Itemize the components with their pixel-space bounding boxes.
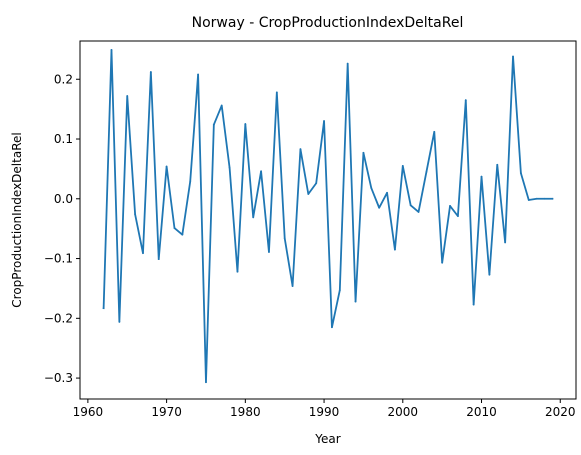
data-point: [378, 206, 381, 209]
data-point: [409, 204, 412, 207]
data-point: [244, 123, 247, 125]
data-point: [346, 62, 349, 65]
data-point: [110, 49, 113, 51]
y-axis-label: CropProductionIndexDeltaRel: [10, 132, 24, 307]
data-point: [205, 381, 207, 384]
y-tick-label: 0.2: [54, 72, 73, 86]
data-point: [220, 104, 223, 107]
data-point: [118, 321, 121, 323]
data-point: [394, 248, 396, 251]
y-axis: 0.2 0.1 0.0 −0.1 −0.2 −0.3: [44, 72, 80, 385]
data-point: [315, 182, 318, 185]
data-point: [102, 307, 105, 310]
y-tick-label: −0.2: [44, 311, 73, 325]
data-point: [283, 237, 286, 240]
data-point: [417, 211, 420, 213]
data-point: [338, 289, 341, 292]
data-point: [275, 91, 278, 94]
data-point: [543, 197, 546, 200]
data-point: [291, 285, 294, 287]
data-point: [464, 99, 467, 102]
chart-title: Norway - CropProductionIndexDeltaRel: [192, 15, 464, 31]
x-tick-label: 1960: [73, 405, 104, 419]
data-point: [173, 227, 176, 229]
data-point: [212, 123, 215, 126]
data-point: [527, 199, 530, 201]
data-point: [197, 73, 199, 76]
data-point: [472, 303, 475, 306]
data-point: [457, 215, 459, 218]
y-tick-label: 0.1: [54, 132, 73, 146]
x-tick-label: 1970: [151, 405, 182, 419]
data-point: [157, 258, 160, 261]
data-point: [425, 170, 428, 173]
x-tick-label: 1990: [309, 405, 340, 419]
data-point: [519, 172, 522, 174]
data-point: [370, 187, 373, 189]
data-point: [228, 166, 231, 169]
y-tick-label: 0.0: [54, 192, 73, 206]
data-point: [181, 233, 184, 236]
data-point: [134, 213, 137, 216]
series-line: [102, 49, 554, 384]
data-point: [386, 191, 388, 194]
data-point: [307, 193, 310, 195]
data-point: [142, 252, 144, 255]
x-axis: 1960 1970 1980 1990 2000 2010 2020: [73, 399, 576, 419]
data-point: [449, 205, 451, 207]
data-point: [362, 151, 365, 154]
data-point: [252, 216, 255, 219]
data-point: [480, 175, 483, 178]
y-tick-label: −0.3: [44, 371, 73, 385]
data-point: [512, 55, 514, 58]
data-point: [504, 241, 507, 244]
data-point: [401, 165, 404, 167]
data-point: [165, 165, 168, 168]
data-point: [496, 163, 499, 166]
data-point: [354, 300, 357, 303]
data-point: [551, 197, 554, 200]
data-point: [299, 148, 302, 151]
x-tick-label: 1980: [230, 405, 261, 419]
data-point: [488, 273, 491, 276]
data-point: [331, 326, 333, 329]
data-point: [236, 270, 239, 273]
plot-frame: [79, 40, 577, 400]
plot-area: [102, 49, 554, 384]
x-tick-label: 2010: [466, 405, 497, 419]
x-axis-label: Year: [314, 432, 340, 446]
data-point: [323, 120, 325, 122]
x-tick-label: 2000: [388, 405, 419, 419]
data-point: [268, 251, 270, 253]
y-tick-label: −0.1: [44, 252, 73, 266]
data-point: [126, 95, 129, 97]
x-tick-label: 2020: [545, 405, 576, 419]
data-point: [260, 170, 262, 173]
data-point: [189, 180, 192, 183]
data-point: [535, 197, 538, 200]
data-point: [433, 130, 436, 133]
data-point: [441, 261, 444, 264]
data-point: [149, 71, 152, 73]
